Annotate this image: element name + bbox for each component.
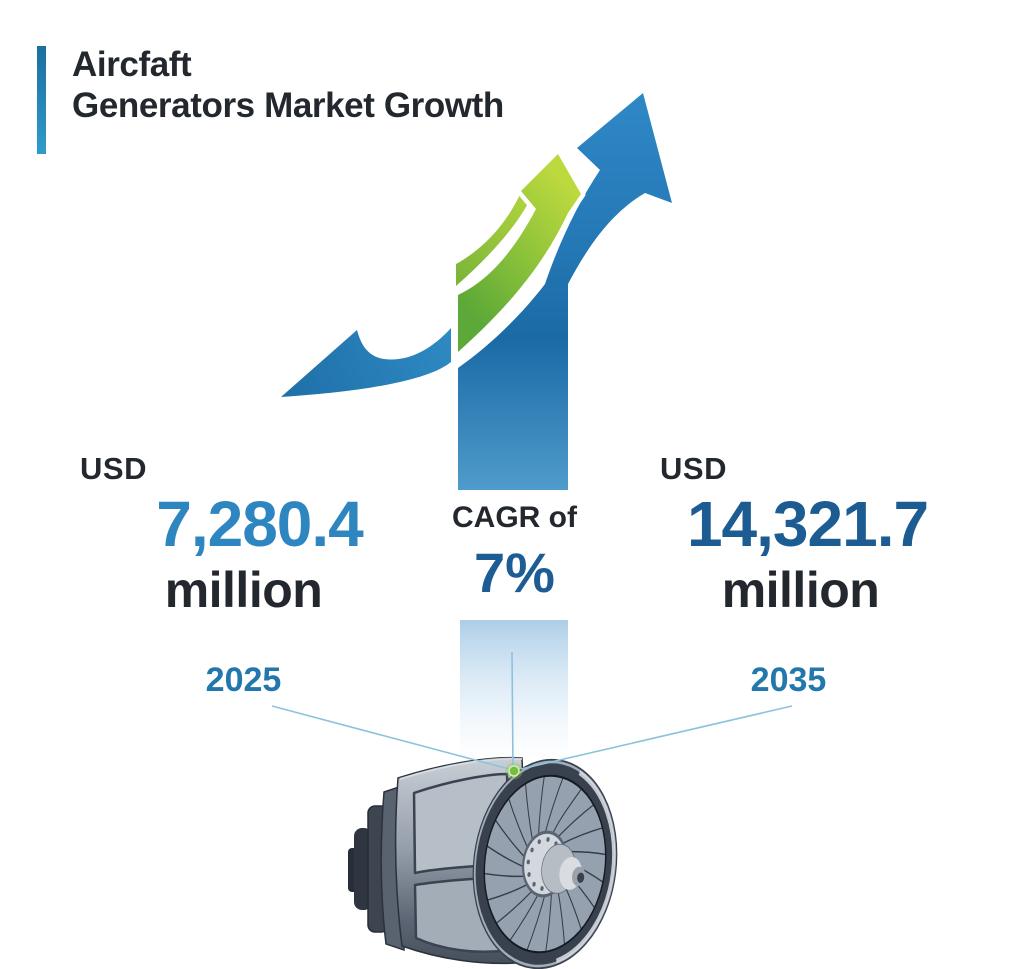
connector-line-right (520, 705, 793, 770)
bar-and-arrow (458, 93, 672, 490)
engine-fan (472, 758, 618, 969)
start-currency-label: USD (80, 451, 147, 486)
engine-marker-dot (505, 762, 523, 780)
engine-illustration (348, 756, 618, 969)
green-arrow (451, 149, 586, 357)
cagr-block: CAGR of 7% (427, 500, 602, 604)
end-value-block: USD 14,321.7 million 2035 (620, 452, 995, 700)
end-value: 14,321.7 (686, 488, 929, 560)
start-value: 7,280.4 (156, 488, 364, 560)
start-value-block: USD 7,280.4 million 2025 (56, 452, 431, 700)
start-year-label: 2025 (205, 661, 282, 699)
start-unit-label: million (164, 562, 323, 618)
title-accent-bar (37, 46, 46, 154)
title-line-2: Generators Market Growth (72, 86, 504, 125)
connector-line-center (511, 651, 514, 769)
engine-rim-shine (556, 770, 616, 964)
fan-blades (481, 772, 609, 956)
connector-lines (271, 651, 793, 770)
page-title: Aircfaft Generators Market Growth (72, 44, 504, 126)
title-line-1: Aircfaft (72, 45, 192, 84)
engine-rim-cover (472, 758, 618, 969)
engine-duct-edge (483, 774, 607, 954)
cagr-value: 7% (474, 541, 555, 604)
connector-line-left (271, 705, 510, 770)
green-arrow-body (458, 154, 581, 352)
engine-spinner-hole (577, 872, 585, 883)
green-arrow-thin-band (456, 190, 530, 286)
fade-band (460, 620, 568, 772)
end-unit-label: million (721, 562, 880, 618)
end-currency-label: USD (660, 451, 727, 486)
cagr-label: CAGR of (452, 501, 577, 534)
marker-core (508, 765, 520, 777)
trend-swoosh (281, 328, 451, 397)
end-year-label: 2035 (750, 661, 827, 699)
engine-rim-lip (473, 760, 617, 968)
